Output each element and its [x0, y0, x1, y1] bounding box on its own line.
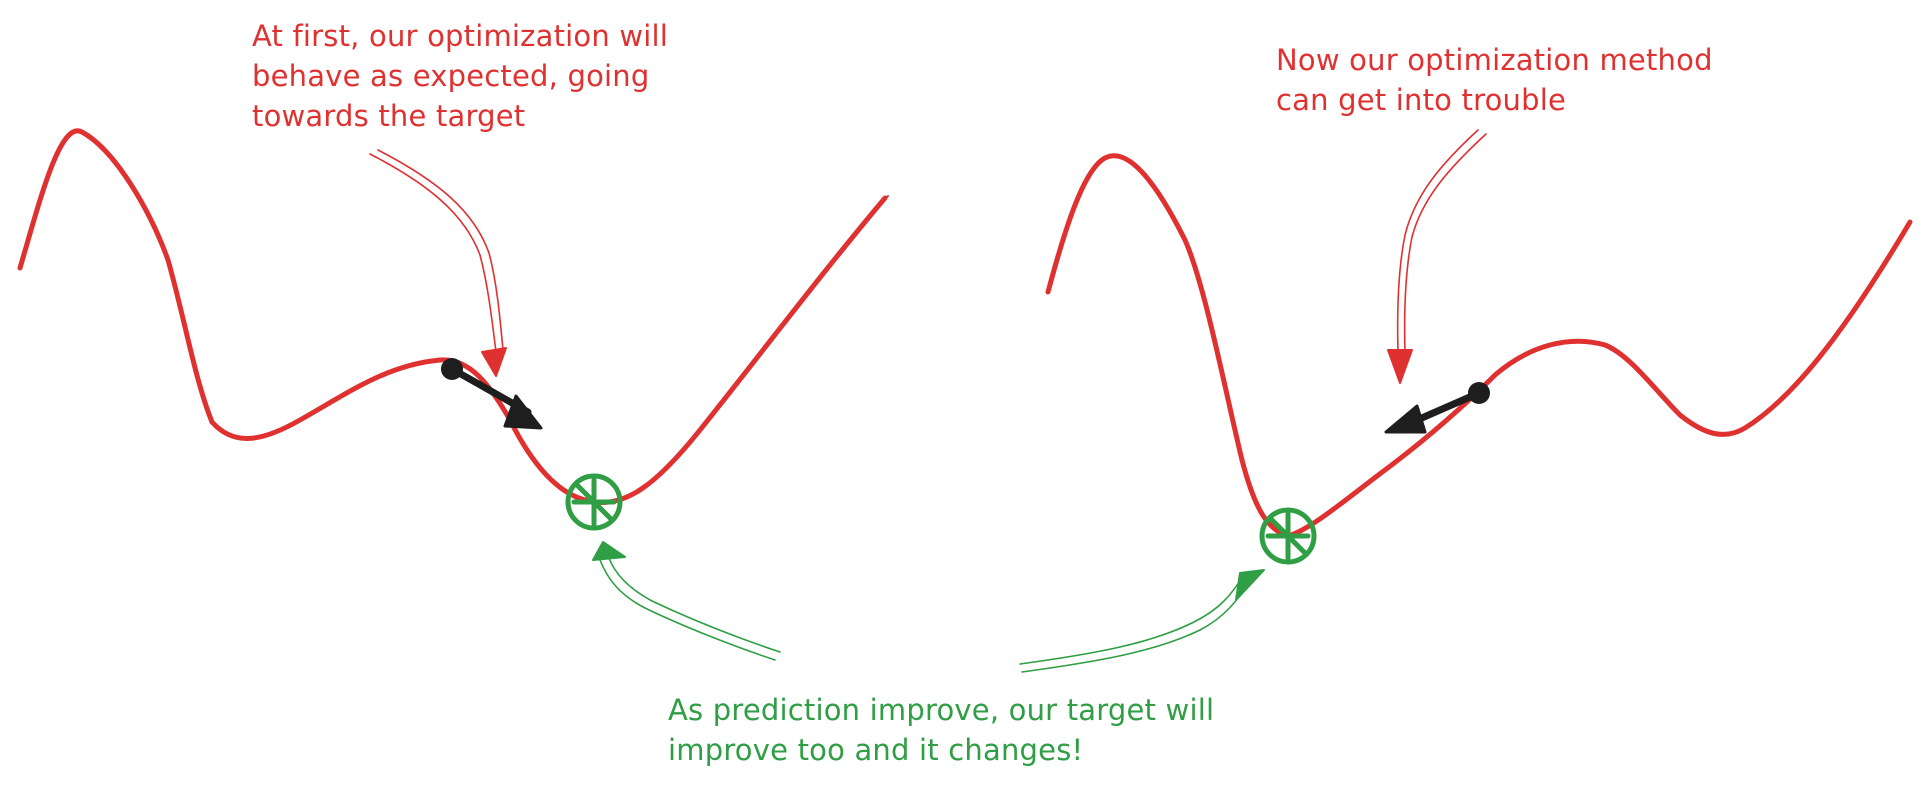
- left-callout-arrow: [369, 153, 497, 353]
- left-annotation-line-3: towards the target: [252, 99, 526, 133]
- green-arrow-to-right-target: [1021, 579, 1251, 673]
- green-arrowhead-right: [1235, 569, 1265, 601]
- right-loss-curve: [1045, 153, 1913, 539]
- right-gradient-arrowhead: [1384, 404, 1427, 434]
- left-loss-curve-sketch: [839, 195, 889, 256]
- left-callout-arrowhead: [481, 347, 507, 377]
- green-arrow-to-left-target-sketch: [607, 555, 781, 653]
- green-arrowhead-left: [592, 541, 626, 561]
- left-panel: [17, 128, 889, 531]
- right-annotation: Now our optimization method can get into…: [1276, 40, 1713, 120]
- right-callout-arrowhead: [1387, 349, 1413, 384]
- left-annotation-line-1: At first, our optimization will: [252, 19, 669, 53]
- right-callout-arrow: [1396, 129, 1479, 353]
- left-annotation: At first, our optimization will behave a…: [252, 16, 668, 136]
- green-arrow-to-right-target-sketch: [1019, 575, 1244, 665]
- bottom-annotation-line-1: As prediction improve, our target will: [668, 693, 1215, 727]
- left-callout-arrow-sketch: [377, 149, 504, 351]
- left-annotation-line-2: behave as expected, going: [252, 59, 650, 93]
- left-loss-curve: [17, 128, 888, 506]
- green-callouts: [592, 541, 1265, 673]
- right-annotation-line-2: can get into trouble: [1276, 83, 1567, 117]
- green-arrow-to-left-target: [599, 559, 776, 661]
- left-gradient-arrowhead: [503, 394, 543, 430]
- left-target-marker-icon: [565, 473, 623, 531]
- right-panel: [1045, 129, 1913, 565]
- right-target-marker-icon: [1259, 507, 1317, 565]
- right-callout-arrow-sketch: [1403, 133, 1487, 353]
- bottom-annotation-line-2: improve too and it changes!: [668, 733, 1084, 767]
- right-annotation-line-1: Now our optimization method: [1276, 43, 1713, 77]
- bottom-annotation: As prediction improve, our target will i…: [668, 690, 1214, 770]
